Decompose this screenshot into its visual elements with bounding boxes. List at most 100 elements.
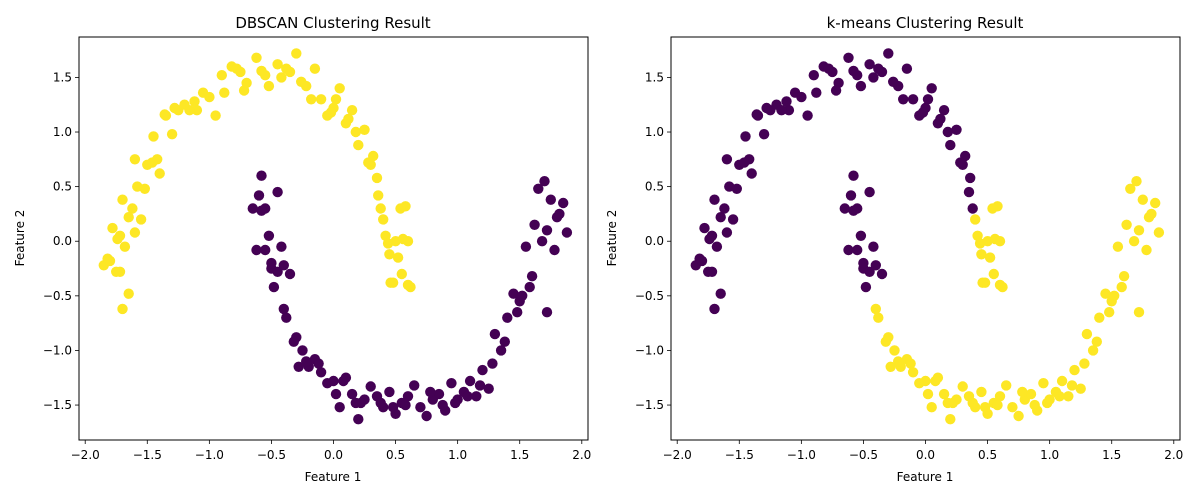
scatter-point	[1150, 197, 1161, 209]
scatter-point	[477, 364, 488, 376]
scatter-point	[353, 414, 364, 425]
scatter-point	[1104, 307, 1115, 318]
scatter-point	[378, 214, 389, 225]
scatter-point	[907, 94, 919, 105]
scatter-point	[405, 281, 416, 293]
scatter-point	[148, 131, 159, 142]
scatter-point	[169, 102, 180, 114]
scatter-point	[219, 87, 230, 98]
scatter-point	[870, 260, 881, 271]
scatter-point	[446, 378, 457, 389]
scatter-point	[839, 203, 850, 214]
scatter-point	[761, 102, 772, 114]
scatter-point	[415, 402, 426, 413]
scatter-point	[365, 381, 376, 392]
scatter-point	[963, 186, 975, 198]
scatter-point	[400, 399, 411, 411]
scatter-point	[706, 266, 718, 277]
scatter-point	[988, 268, 999, 280]
scatter-point	[860, 281, 872, 293]
scatter-point	[843, 52, 854, 63]
y-tick-label: 0.0	[645, 234, 664, 248]
scatter-point	[263, 230, 275, 241]
scatter-point	[960, 150, 971, 162]
scatter-point	[845, 190, 857, 201]
scatter-point	[281, 312, 292, 323]
scatter-point	[922, 94, 934, 105]
y-tick-label: −1.0	[43, 343, 72, 357]
y-axis-ticks: −1.5 −1.0 −0.5 0.0 0.5 1.0 1.5	[635, 70, 671, 412]
scatter-point	[1063, 391, 1074, 402]
scatter-point	[704, 233, 715, 245]
scatter-point	[204, 91, 215, 103]
scatter-point	[945, 139, 956, 151]
scatter-point	[561, 227, 573, 238]
scatter-point	[957, 381, 968, 392]
scatter-point	[450, 397, 461, 409]
scatter-point	[251, 244, 262, 256]
scatter-point	[330, 388, 342, 400]
scatter-point	[751, 109, 762, 120]
scatter-point	[740, 131, 751, 142]
scatter-point	[864, 186, 875, 198]
scatter-point	[992, 399, 1003, 411]
scatter-point	[727, 214, 739, 225]
scatter-point	[715, 288, 726, 299]
scatter-point	[462, 391, 473, 402]
scatter-point	[977, 277, 988, 288]
scatter-point	[489, 328, 501, 340]
scatter-point	[873, 312, 884, 323]
scatter-point	[1091, 336, 1103, 347]
scatter-point	[976, 386, 987, 398]
scatter-point	[1146, 208, 1157, 220]
scatter-point	[508, 288, 519, 299]
scatter-point	[868, 72, 879, 83]
y-tick-label: −1.0	[635, 343, 664, 357]
scatter-point	[487, 358, 498, 369]
scatter-point	[338, 375, 349, 387]
y-tick-label: 1.5	[53, 70, 72, 84]
scatter-point	[898, 94, 909, 105]
scatter-point	[529, 219, 540, 230]
y-tick-label: 1.5	[645, 70, 664, 84]
scatter-point	[375, 203, 386, 214]
scatter-point	[1066, 380, 1078, 391]
y-tick-label: 0.0	[53, 234, 72, 248]
scatter-point	[796, 91, 807, 103]
scatter-point	[135, 214, 147, 225]
scatter-point	[371, 172, 383, 184]
scatter-point	[191, 105, 203, 116]
scatter-point	[350, 126, 361, 138]
scatter-point	[392, 252, 404, 263]
scatter-point	[876, 268, 888, 280]
scatter-point	[373, 190, 384, 201]
scatter-point	[907, 367, 919, 378]
dbscan-panel: DBSCAN Clustering Result −2.0 −1.5 −1.0 −0.…	[13, 14, 591, 484]
scatter-point	[464, 375, 476, 387]
scatter-point	[375, 397, 386, 409]
x-tick-label: −0.5	[257, 448, 286, 462]
scatter-point	[976, 249, 987, 260]
scatter-point	[1131, 176, 1142, 187]
scatter-point	[1042, 397, 1053, 409]
scatter-point	[545, 194, 556, 205]
scatter-point	[1137, 194, 1149, 205]
scatter-point	[1075, 383, 1086, 394]
scatter-point	[758, 129, 770, 140]
scatter-point	[1118, 271, 1130, 282]
scatter-point	[499, 336, 510, 347]
scatter-point	[721, 154, 733, 165]
scatter-point	[870, 303, 881, 315]
scatter-point	[159, 109, 170, 120]
scatter-point	[526, 271, 538, 282]
scatter-point	[696, 255, 708, 267]
scatter-point	[1069, 364, 1080, 376]
scatter-point	[781, 96, 792, 107]
scatter-point	[984, 252, 996, 263]
scatter-point	[1017, 386, 1028, 398]
scatter-point	[942, 126, 953, 138]
scatter-point	[901, 63, 913, 74]
scatter-point	[830, 85, 842, 96]
scatter-point	[1100, 288, 1111, 299]
